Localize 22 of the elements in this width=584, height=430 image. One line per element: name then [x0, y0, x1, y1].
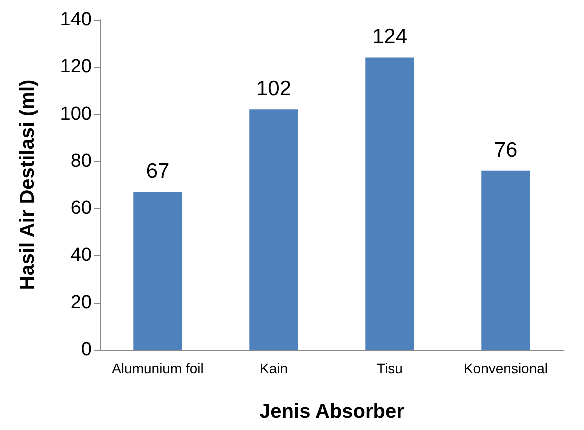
- y-tick-label: 20: [70, 292, 92, 314]
- x-tick-label: Konvensional: [464, 360, 548, 376]
- data-label: 67: [146, 160, 170, 184]
- bar: [250, 110, 298, 350]
- y-axis-title: Hasil Air Destilasi (ml): [17, 80, 39, 290]
- bar: [482, 170, 530, 350]
- bar: [134, 192, 182, 350]
- x-axis-title: Jenis Absorber: [260, 401, 405, 423]
- y-tick-label: 60: [70, 198, 92, 220]
- y-tick-label: 0: [81, 340, 92, 360]
- y-tick-label: 120: [60, 56, 92, 78]
- data-label: 124: [372, 26, 408, 49]
- x-tick-label: Alumunium foil: [112, 360, 204, 376]
- y-tick-label: 80: [70, 150, 92, 172]
- y-tick-label: 40: [70, 245, 92, 266]
- data-label: 76: [494, 138, 518, 162]
- bar: [366, 58, 414, 350]
- y-tick-label: 140: [60, 10, 92, 30]
- x-tick-label: Kain: [260, 360, 288, 376]
- y-tick-label: 100: [60, 104, 92, 125]
- x-tick-label: Tisu: [377, 360, 403, 376]
- data-label: 102: [256, 78, 292, 101]
